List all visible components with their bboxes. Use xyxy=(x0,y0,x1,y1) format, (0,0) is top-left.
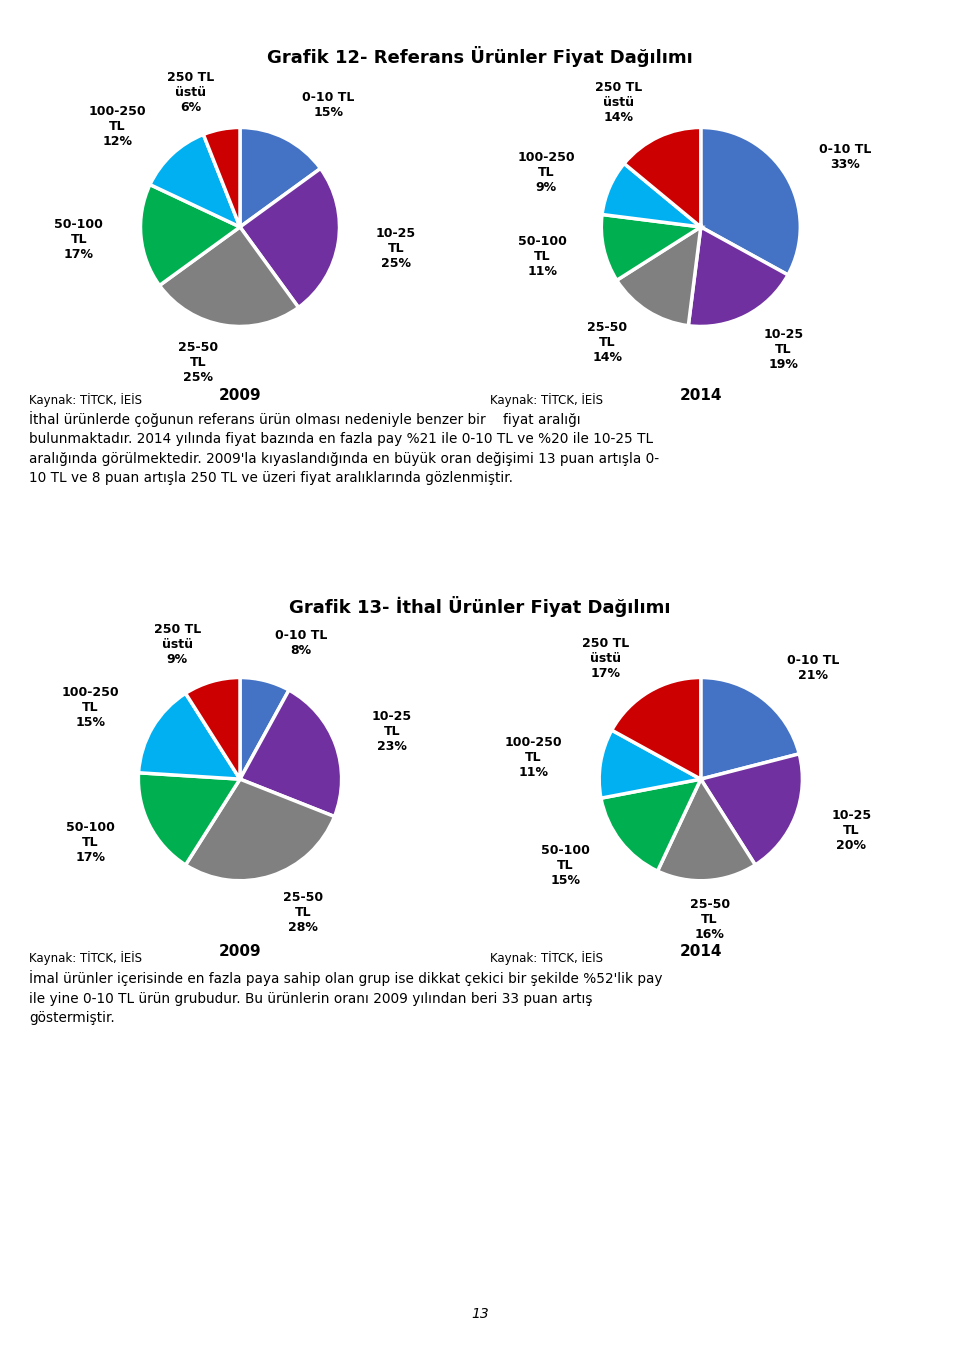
Text: Grafik 13- İthal Ürünler Fiyat Dağılımı: Grafik 13- İthal Ürünler Fiyat Dağılımı xyxy=(289,596,671,617)
Wedge shape xyxy=(612,678,701,779)
Text: Kaynak: TİTCK, İEİS: Kaynak: TİTCK, İEİS xyxy=(29,951,142,965)
Wedge shape xyxy=(701,753,803,864)
Text: 2009: 2009 xyxy=(219,388,261,404)
Text: 0-10 TL
15%: 0-10 TL 15% xyxy=(302,91,354,119)
Wedge shape xyxy=(601,214,701,280)
Wedge shape xyxy=(150,134,240,228)
Wedge shape xyxy=(616,228,701,325)
Text: Grafik 12- Referans Ürünler Fiyat Dağılımı: Grafik 12- Referans Ürünler Fiyat Dağılı… xyxy=(267,46,693,66)
Wedge shape xyxy=(240,127,321,228)
Wedge shape xyxy=(658,779,756,881)
Wedge shape xyxy=(204,127,240,228)
Text: 250 TL
üstü
9%: 250 TL üstü 9% xyxy=(154,623,201,665)
Text: 100-250
TL
9%: 100-250 TL 9% xyxy=(517,150,575,194)
Text: 10-25
TL
20%: 10-25 TL 20% xyxy=(831,809,872,852)
Text: 100-250
TL
15%: 100-250 TL 15% xyxy=(61,686,119,729)
Text: Kaynak: TİTCK, İEİS: Kaynak: TİTCK, İEİS xyxy=(490,393,603,406)
Text: 50-100
TL
15%: 50-100 TL 15% xyxy=(541,844,590,886)
Text: Kaynak: TİTCK, İEİS: Kaynak: TİTCK, İEİS xyxy=(29,393,142,406)
Wedge shape xyxy=(601,779,701,871)
Wedge shape xyxy=(701,678,800,779)
Text: 250 TL
üstü
17%: 250 TL üstü 17% xyxy=(582,637,630,680)
Text: 13: 13 xyxy=(471,1308,489,1321)
Text: Kaynak: TİTCK, İEİS: Kaynak: TİTCK, İEİS xyxy=(490,951,603,965)
Wedge shape xyxy=(185,779,334,881)
Text: İmal ürünler içerisinde en fazla paya sahip olan grup ise dikkat çekici bir şeki: İmal ürünler içerisinde en fazla paya sa… xyxy=(29,970,662,1026)
Wedge shape xyxy=(138,694,240,779)
Wedge shape xyxy=(159,228,299,327)
Text: 100-250
TL
11%: 100-250 TL 11% xyxy=(505,736,563,779)
Text: 10-25
TL
23%: 10-25 TL 23% xyxy=(372,710,412,753)
Wedge shape xyxy=(688,228,788,327)
Text: 50-100
TL
17%: 50-100 TL 17% xyxy=(66,821,115,864)
Text: 0-10 TL
21%: 0-10 TL 21% xyxy=(787,654,839,683)
Text: 250 TL
üstü
6%: 250 TL üstü 6% xyxy=(167,70,214,114)
Text: 2014: 2014 xyxy=(680,943,722,959)
Wedge shape xyxy=(624,127,701,228)
Wedge shape xyxy=(701,127,801,275)
Text: İthal ürünlerde çoğunun referans ürün olması nedeniyle benzer bir    fiyat aralı: İthal ürünlerde çoğunun referans ürün ol… xyxy=(29,411,659,485)
Wedge shape xyxy=(138,772,240,864)
Text: 50-100
TL
11%: 50-100 TL 11% xyxy=(517,236,566,278)
Text: 100-250
TL
12%: 100-250 TL 12% xyxy=(88,106,146,148)
Wedge shape xyxy=(602,164,701,228)
Text: 25-50
TL
25%: 25-50 TL 25% xyxy=(179,341,219,383)
Wedge shape xyxy=(140,184,240,286)
Text: 25-50
TL
14%: 25-50 TL 14% xyxy=(588,321,627,364)
Text: 2014: 2014 xyxy=(680,388,722,404)
Text: 0-10 TL
8%: 0-10 TL 8% xyxy=(275,629,327,657)
Text: 10-25
TL
25%: 10-25 TL 25% xyxy=(375,226,416,270)
Text: 0-10 TL
33%: 0-10 TL 33% xyxy=(819,144,872,171)
Wedge shape xyxy=(240,690,342,817)
Wedge shape xyxy=(240,168,340,308)
Wedge shape xyxy=(185,678,240,779)
Text: 25-50
TL
16%: 25-50 TL 16% xyxy=(689,897,730,940)
Text: 2009: 2009 xyxy=(219,943,261,959)
Text: 10-25
TL
19%: 10-25 TL 19% xyxy=(763,328,804,371)
Wedge shape xyxy=(240,678,289,779)
Text: 250 TL
üstü
14%: 250 TL üstü 14% xyxy=(595,81,642,125)
Text: 25-50
TL
28%: 25-50 TL 28% xyxy=(283,892,324,934)
Wedge shape xyxy=(599,730,701,798)
Text: 50-100
TL
17%: 50-100 TL 17% xyxy=(55,218,104,262)
